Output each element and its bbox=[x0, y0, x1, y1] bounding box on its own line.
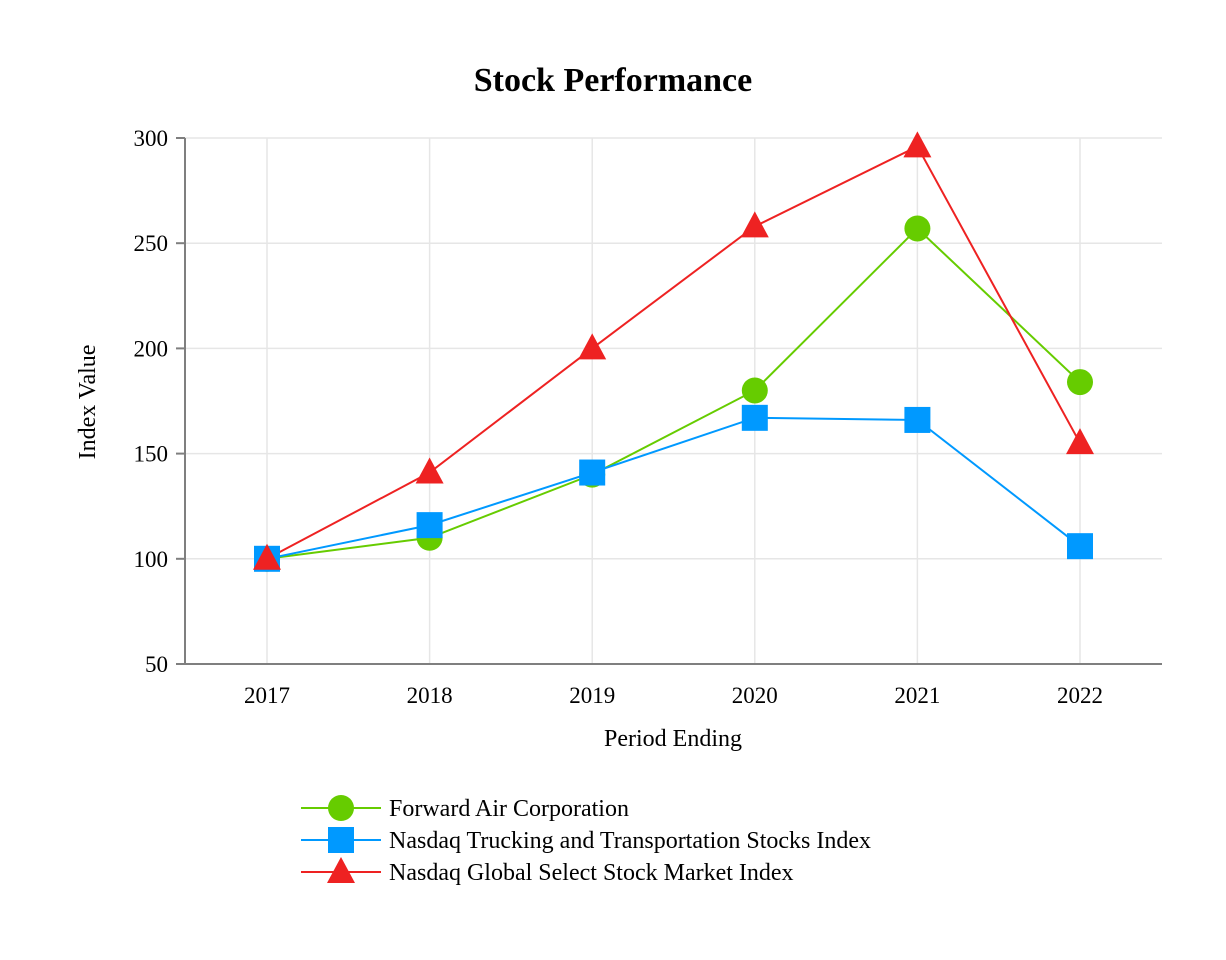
data-point bbox=[1067, 533, 1093, 560]
data-point bbox=[1066, 428, 1094, 455]
tick-labels: 50 100 150 200 250 300 2017 2018 2019 2020 2021 202… bbox=[134, 126, 1104, 708]
series-0 bbox=[266, 227, 1081, 560]
data-point bbox=[740, 211, 769, 238]
chart-title: Stock Performance bbox=[474, 62, 753, 99]
data-point bbox=[579, 459, 606, 486]
y-tick-label: 300 bbox=[134, 126, 169, 151]
data-point bbox=[904, 215, 931, 242]
legend-label: Nasdaq Global Select Stock Market Index bbox=[389, 860, 794, 886]
gridlines bbox=[185, 137, 1162, 664]
legend-item: Nasdaq Trucking and Transportation Stock… bbox=[301, 827, 871, 854]
data-point bbox=[578, 333, 607, 360]
x-axis-label: Period Ending bbox=[604, 726, 742, 752]
data-point bbox=[253, 543, 281, 570]
x-tick-label: 2020 bbox=[732, 683, 778, 708]
data-point bbox=[741, 404, 768, 431]
axes bbox=[176, 137, 1162, 665]
x-tick-label: 2022 bbox=[1057, 683, 1103, 708]
legend-marker bbox=[327, 857, 355, 883]
series-line bbox=[266, 145, 1081, 560]
data-point bbox=[741, 377, 768, 404]
series-2 bbox=[266, 145, 1081, 560]
legend-item: Nasdaq Global Select Stock Market Index bbox=[301, 857, 794, 886]
legend-marker bbox=[328, 827, 354, 853]
legend: Forward Air Corporation Nasdaq Trucking a… bbox=[301, 795, 871, 886]
x-tick-label: 2019 bbox=[569, 683, 615, 708]
data-point bbox=[415, 457, 444, 484]
legend-item: Forward Air Corporation bbox=[301, 795, 629, 822]
y-tick-label: 150 bbox=[134, 442, 169, 467]
legend-marker bbox=[328, 795, 354, 821]
x-tick-label: 2021 bbox=[894, 683, 940, 708]
y-tick-label: 100 bbox=[134, 547, 169, 572]
legend-label: Nasdaq Trucking and Transportation Stock… bbox=[389, 828, 871, 854]
legend-label: Forward Air Corporation bbox=[389, 796, 629, 822]
data-point bbox=[416, 512, 443, 539]
series-1 bbox=[266, 416, 1081, 560]
y-tick-label: 200 bbox=[134, 336, 169, 361]
x-tick-label: 2018 bbox=[407, 683, 453, 708]
y-tick-label: 250 bbox=[134, 231, 169, 256]
y-axis-label: Index Value bbox=[75, 345, 101, 460]
series bbox=[253, 131, 1094, 572]
series-markers-2 bbox=[253, 131, 1094, 570]
series-line bbox=[266, 227, 1081, 560]
data-point bbox=[903, 131, 932, 158]
y-tick-label: 50 bbox=[145, 652, 168, 677]
series-markers-1 bbox=[254, 404, 1093, 572]
data-point bbox=[1067, 369, 1093, 396]
x-tick-label: 2017 bbox=[244, 683, 290, 708]
data-point bbox=[904, 406, 931, 433]
series-markers-0 bbox=[254, 215, 1093, 572]
series-line bbox=[266, 416, 1081, 560]
